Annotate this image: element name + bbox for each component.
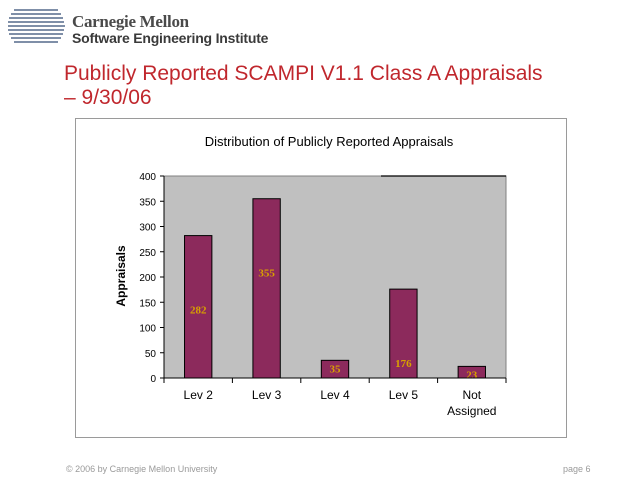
y-tick-label: 150: [139, 298, 156, 309]
y-axis: 0 50 100 150 200 250 300 350 400: [139, 172, 165, 385]
bar-chart: Distribution of Publicly Reported Apprai…: [114, 134, 507, 418]
bars: 282 355 35 176 23: [184, 198, 486, 381]
data-label: 23: [466, 369, 478, 381]
x-category-label: Lev 3: [252, 388, 282, 402]
slide-title: Publicly Reported SCAMPI V1.1 Class A Ap…: [64, 62, 624, 110]
bar: [184, 235, 213, 379]
y-axis-label: Appraisals: [114, 245, 128, 307]
y-tick-label: 350: [139, 197, 156, 208]
slide-title-line1: Publicly Reported SCAMPI V1.1 Class A Ap…: [64, 62, 543, 85]
data-label: 355: [258, 268, 275, 280]
copyright-text: © 2006 by Carnegie Mellon University: [66, 464, 218, 474]
x-category-label: Lev 5: [389, 388, 419, 402]
y-tick-label: 300: [139, 223, 156, 234]
sei-logo-icon: [8, 9, 65, 43]
chart-title: Distribution of Publicly Reported Apprai…: [205, 134, 454, 149]
slide-title-line2: – 9/30/06: [64, 86, 152, 109]
y-tick-label: 0: [150, 374, 156, 385]
y-tick-label: 250: [139, 248, 156, 259]
data-label: 35: [330, 363, 342, 375]
x-axis: Lev 2 Lev 3 Lev 4 Lev 5 Not Assigned: [163, 377, 507, 418]
y-tick-label: 400: [139, 172, 156, 183]
data-label: 282: [190, 305, 207, 317]
x-category-label: Not: [462, 388, 481, 402]
y-tick-label: 50: [145, 349, 157, 360]
x-category-label: Assigned: [447, 404, 496, 418]
x-category-label: Lev 2: [184, 388, 214, 402]
bar: [252, 198, 281, 379]
y-tick-label: 200: [139, 273, 156, 284]
chart-frame: Distribution of Publicly Reported Apprai…: [75, 118, 567, 438]
x-category-label: Lev 4: [320, 388, 350, 402]
institute-name: Software Engineering Institute: [72, 30, 269, 46]
plot-area: [163, 175, 507, 379]
page-number: page 6: [563, 464, 591, 474]
y-tick-label: 100: [139, 324, 156, 335]
data-label: 176: [395, 358, 412, 370]
org-name: Carnegie Mellon: [72, 12, 189, 31]
